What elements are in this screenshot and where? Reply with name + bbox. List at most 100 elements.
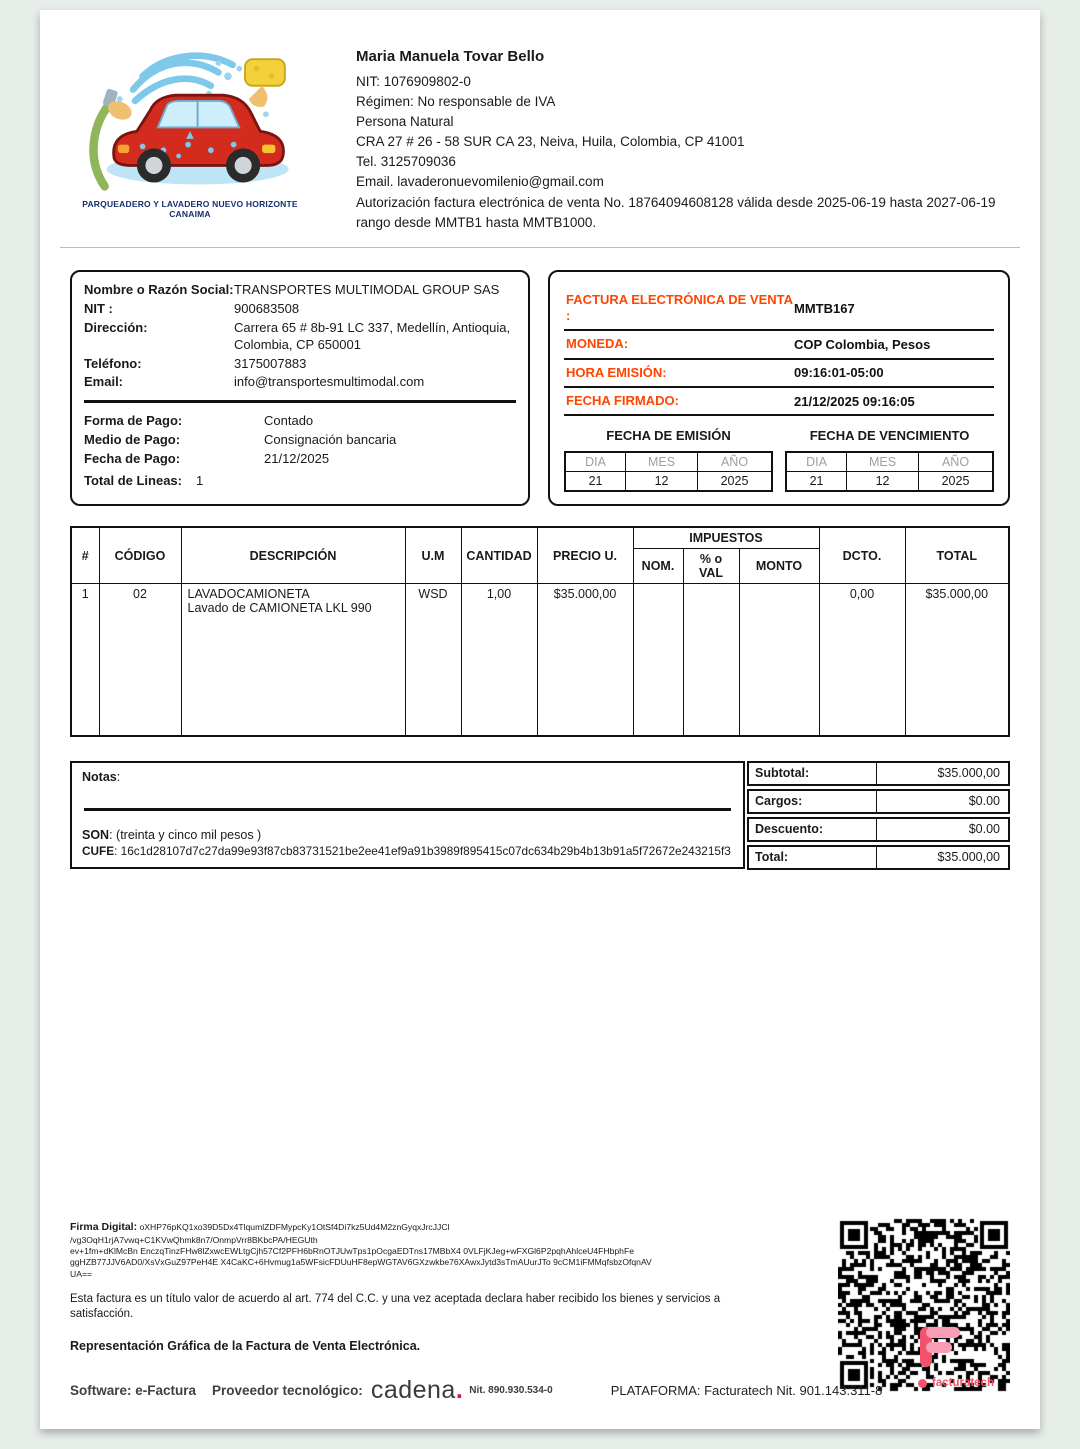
- seller-regimen: Régimen: No responsable de IVA: [356, 94, 556, 110]
- total-label: Total:: [749, 846, 877, 868]
- firma-line-3: ggHZB77JJV6AD0/XsVxGuZ97PeH4E X4CaKC+6Hv…: [70, 1257, 652, 1268]
- payment-form-label: Forma de Pago:: [84, 413, 183, 429]
- item-row: 1 02 LAVADOCAMIONETA Lavado de CAMIONETA…: [70, 583, 1010, 737]
- company-logo: PARQUEADERO Y LAVADERO NUEVO HORIZONTE C…: [70, 44, 310, 233]
- customer-name-value: TRANSPORTES MULTIMODAL GROUP SAS: [234, 281, 500, 297]
- meta-row-emission-time: HORA EMISIÓN: 09:16:01-05:00: [564, 360, 994, 388]
- customer-row: Email: info@transportesmultimodal.com: [84, 374, 516, 391]
- emission-date-title: FECHA DE EMISIÓN: [606, 428, 731, 444]
- mes-header: MES: [846, 451, 920, 473]
- header: PARQUEADERO Y LAVADERO NUEVO HORIZONTE C…: [70, 44, 1010, 233]
- digital-signature: Firma Digital: oXHP76pKQ1xo39D5Dx4Tlquml…: [70, 1221, 770, 1279]
- meta-row-signed-date: FECHA FIRMADO: 21/12/2025 09:16:05: [564, 388, 994, 417]
- item-monto: [738, 583, 820, 737]
- meta-row-invoice-number: FACTURA ELECTRÓNICA DE VENTA : MMTB167: [564, 284, 994, 332]
- invoice-number-label: FACTURA ELECTRÓNICA DE VENTA :: [566, 291, 793, 324]
- col-header-num: #: [70, 526, 100, 585]
- col-header-pval: % o VAL: [682, 548, 740, 585]
- software-label: Software: e-Factura: [70, 1383, 197, 1399]
- firma-line-1: /vg3OqH1rjA7vwq+C1KVwQhmk8n7/OnmpVrr8BKb…: [70, 1235, 318, 1246]
- customer-email-value: info@transportesmultimodal.com: [234, 374, 425, 390]
- firma-line-0: oXHP76pKQ1xo39D5Dx4TlqumlZDFMypcKy1OtSf4…: [137, 1222, 450, 1233]
- total-value: $35.000,00: [937, 850, 1000, 865]
- seller-address: CRA 27 # 26 - 58 SUR CA 23, Neiva, Huila…: [356, 134, 745, 150]
- notas-label: Notas: [82, 769, 117, 784]
- seller-persona: Persona Natural: [356, 114, 454, 130]
- cufe-line: CUFE: 16c1d28107d7c27da99e93f87cb8373152…: [82, 844, 733, 860]
- info-boxes: Nombre o Razón Social: TRANSPORTES MULTI…: [70, 269, 1010, 507]
- col-header-dcto: DCTO.: [818, 526, 906, 585]
- due-date-block: FECHA DE VENCIMIENTO DIA MES AÑO 21 12 2…: [785, 428, 994, 493]
- emission-date-block: FECHA DE EMISIÓN DIA MES AÑO 21 12 2025: [564, 428, 773, 493]
- facturatech-f-icon: [920, 1327, 960, 1368]
- facturatech-dot-icon: [918, 1378, 927, 1388]
- invoice-meta-box: FACTURA ELECTRÓNICA DE VENTA : MMTB167 M…: [548, 269, 1010, 507]
- total-row: Total: $35.000,00: [747, 844, 1010, 870]
- dates-row: FECHA DE EMISIÓN DIA MES AÑO 21 12 2025: [564, 428, 994, 493]
- item-codigo: 02: [98, 583, 182, 737]
- customer-payment-box: Nombre o Razón Social: TRANSPORTES MULTI…: [70, 269, 530, 507]
- seller-name: Maria Manuela Tovar Bello: [356, 48, 545, 65]
- col-header-um: U.M: [404, 526, 462, 585]
- item-descripcion: LAVADOCAMIONETA Lavado de CAMIONETA LKL …: [180, 583, 406, 737]
- descuento-label: Descuento:: [749, 818, 877, 840]
- due-date-title: FECHA DE VENCIMIENTO: [809, 428, 970, 444]
- due-ano: 2025: [918, 471, 994, 492]
- invoice-number-value: MMTB167: [794, 300, 855, 316]
- total-lines-label: Total de Lineas:: [84, 472, 182, 488]
- son-label: SON: [82, 827, 110, 842]
- col-header-monto: MONTO: [738, 548, 820, 585]
- notes-box: Notas: SON: (treinta y cinco mil pesos )…: [70, 760, 745, 870]
- customer-phone-value: 3175007883: [234, 355, 307, 371]
- dia-header: DIA: [785, 451, 848, 473]
- item-num: 1: [70, 583, 100, 737]
- customer-nit-label: NIT :: [84, 300, 113, 316]
- notes-divider: [84, 807, 731, 811]
- ano-header: AÑO: [918, 451, 994, 473]
- legal-acceptance-text: Esta factura es un título valor de acuer…: [70, 1292, 721, 1321]
- total-lines-value: 1: [196, 472, 204, 488]
- col-header-codigo: CÓDIGO: [98, 526, 182, 585]
- seller-info: Maria Manuela Tovar Bello NIT: 107690980…: [356, 44, 1010, 233]
- platform-text: PLATAFORMA: Facturatech Nit. 901.143.311…: [610, 1383, 883, 1399]
- customer-row: NIT : 900683508: [84, 301, 516, 318]
- item-nom: [632, 583, 684, 737]
- amount-in-words: SON: (treinta y cinco mil pesos ): [82, 827, 733, 844]
- seller-nit: NIT: 1076909802-0: [356, 74, 471, 90]
- item-precio: $35.000,00: [536, 583, 634, 737]
- cufe-value: : 16c1d28107d7c27da99e93f87cb83731521be2…: [114, 843, 731, 858]
- payment-means-label: Medio de Pago:: [84, 432, 181, 448]
- emission-time-value: 09:16:01-05:00: [794, 365, 884, 381]
- emission-time-label: HORA EMISIÓN:: [566, 364, 667, 380]
- customer-row: Teléfono: 3175007883: [84, 356, 516, 373]
- graphic-representation-text: Representación Gráfica de la Factura de …: [70, 1338, 421, 1353]
- item-desc-line1: LAVADOCAMIONETA: [187, 587, 310, 602]
- item-um: WSD: [404, 583, 462, 737]
- customer-name-label: Nombre o Razón Social:: [84, 281, 234, 297]
- customer-row: Dirección: Carrera 65 # 8b-91 LC 337, Me…: [84, 320, 516, 354]
- subtotal-label: Subtotal:: [749, 762, 877, 784]
- provider-label: Proveedor tecnológico:: [212, 1383, 363, 1399]
- firma-line-4: UA==: [70, 1268, 92, 1279]
- cadena-logo: cadena.: [371, 1378, 463, 1403]
- cargos-value: $0.00: [968, 794, 1000, 809]
- provider-nit: Nit. 890.930.534-0: [469, 1385, 553, 1397]
- signed-date-value: 21/12/2025 09:16:05: [794, 393, 915, 409]
- mes-header: MES: [625, 451, 699, 473]
- cufe-label: CUFE: [82, 843, 115, 858]
- son-value: : (treinta y cinco mil pesos ): [109, 827, 262, 842]
- total-lines-row: Total de Lineas: 1: [84, 473, 516, 488]
- customer-address-value: Carrera 65 # 8b-91 LC 337, Medellín, Ant…: [234, 319, 511, 352]
- col-header-precio: PRECIO U.: [536, 526, 634, 585]
- col-header-nom: NOM.: [632, 548, 684, 585]
- firma-label: Firma Digital:: [70, 1221, 138, 1234]
- meta-row-currency: MONEDA: COP Colombia, Pesos: [564, 331, 994, 360]
- due-date-table: DIA MES AÑO 21 12 2025: [785, 451, 994, 493]
- emission-ano: 2025: [697, 471, 773, 492]
- facturatech-wordmark: facturatech: [932, 1377, 994, 1390]
- payment-means-value: Consignación bancaria: [264, 432, 397, 448]
- due-dia: 21: [785, 471, 848, 492]
- item-dcto: 0,00: [818, 583, 906, 737]
- payment-row: Medio de Pago: Consignación bancaria: [84, 432, 516, 449]
- logo-caption: PARQUEADERO Y LAVADERO NUEVO HORIZONTE C…: [82, 199, 298, 219]
